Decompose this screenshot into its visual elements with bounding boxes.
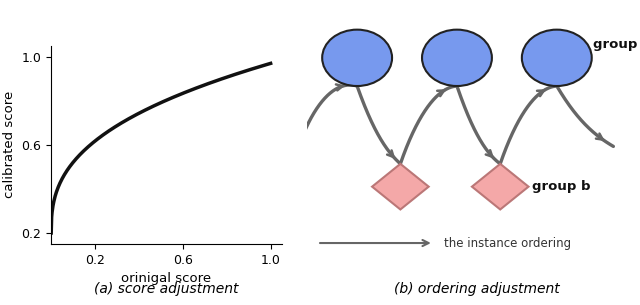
Text: (a) score adjustment: (a) score adjustment [94, 282, 239, 296]
X-axis label: orinigal score: orinigal score [122, 272, 211, 285]
Circle shape [422, 30, 492, 86]
Circle shape [322, 30, 392, 86]
Y-axis label: calibrated score: calibrated score [3, 91, 16, 199]
Polygon shape [372, 164, 429, 210]
Circle shape [522, 30, 592, 86]
Text: the instance ordering: the instance ordering [444, 236, 571, 249]
Polygon shape [472, 164, 529, 210]
Text: group b: group b [532, 180, 590, 193]
Text: (b) ordering adjustment: (b) ordering adjustment [394, 282, 559, 296]
Text: group a: group a [593, 38, 640, 51]
